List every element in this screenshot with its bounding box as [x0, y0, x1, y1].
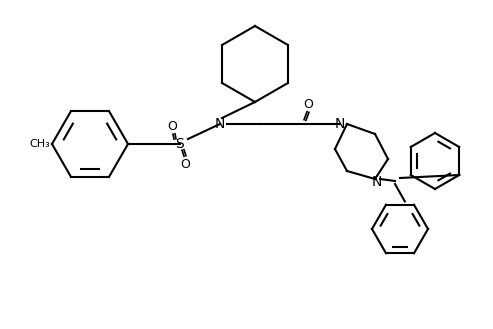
Text: N: N — [372, 175, 382, 189]
Text: O: O — [303, 97, 313, 111]
Text: S: S — [176, 137, 184, 151]
Text: CH₃: CH₃ — [30, 139, 50, 149]
Text: O: O — [167, 119, 177, 133]
Text: O: O — [180, 158, 190, 170]
Text: N: N — [335, 117, 345, 131]
Text: N: N — [215, 117, 225, 131]
